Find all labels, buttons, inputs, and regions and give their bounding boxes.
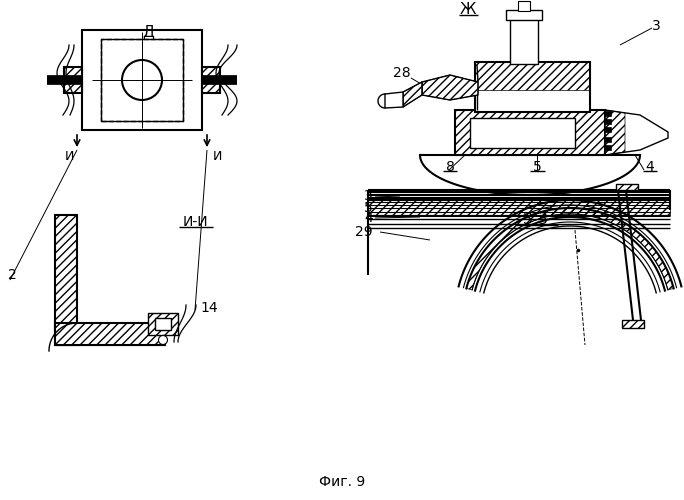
Bar <box>202 67 220 93</box>
Bar <box>82 30 202 130</box>
Bar <box>605 145 611 150</box>
Bar <box>55 215 77 345</box>
Bar <box>605 111 611 116</box>
Bar <box>368 200 670 216</box>
Polygon shape <box>422 75 478 100</box>
Bar <box>55 215 77 345</box>
Bar <box>368 200 670 216</box>
Circle shape <box>122 60 162 100</box>
Text: И: И <box>212 150 222 162</box>
Text: 3: 3 <box>365 189 373 203</box>
Circle shape <box>159 336 168 344</box>
Text: И: И <box>64 150 74 162</box>
Bar <box>64 67 82 93</box>
Text: Д: Д <box>142 24 154 40</box>
Bar <box>470 118 575 148</box>
Bar <box>518 1 530 11</box>
Bar <box>101 39 183 121</box>
Text: 4: 4 <box>646 160 655 174</box>
Polygon shape <box>616 184 638 190</box>
Text: 5: 5 <box>365 201 373 215</box>
Bar <box>155 318 171 330</box>
Polygon shape <box>605 110 668 155</box>
Bar <box>101 39 183 121</box>
Bar <box>148 313 178 335</box>
Text: 28: 28 <box>393 66 411 80</box>
Text: З-3: З-3 <box>523 212 549 228</box>
Bar <box>475 62 590 112</box>
Bar <box>202 67 220 93</box>
Text: 8: 8 <box>445 160 454 174</box>
Text: И-И: И-И <box>182 215 208 229</box>
Text: 14: 14 <box>200 301 218 315</box>
Bar <box>605 127 611 132</box>
Bar <box>605 137 611 142</box>
Bar <box>510 12 538 64</box>
Text: Ж: Ж <box>460 2 476 18</box>
Bar <box>455 110 605 155</box>
Polygon shape <box>385 92 403 108</box>
Bar <box>64 67 82 93</box>
Bar <box>475 62 590 90</box>
Text: 4: 4 <box>365 211 373 225</box>
Bar <box>55 323 165 345</box>
Text: Фиг. 9: Фиг. 9 <box>319 475 365 489</box>
Text: 3: 3 <box>652 19 660 33</box>
Text: 5: 5 <box>533 160 541 174</box>
Bar <box>455 110 605 155</box>
Polygon shape <box>403 82 422 107</box>
Polygon shape <box>622 320 644 328</box>
Text: 2: 2 <box>8 268 16 282</box>
Bar <box>148 313 178 335</box>
Bar <box>55 323 165 345</box>
Bar <box>506 10 542 20</box>
Bar <box>605 119 611 124</box>
Text: 29: 29 <box>356 225 373 239</box>
